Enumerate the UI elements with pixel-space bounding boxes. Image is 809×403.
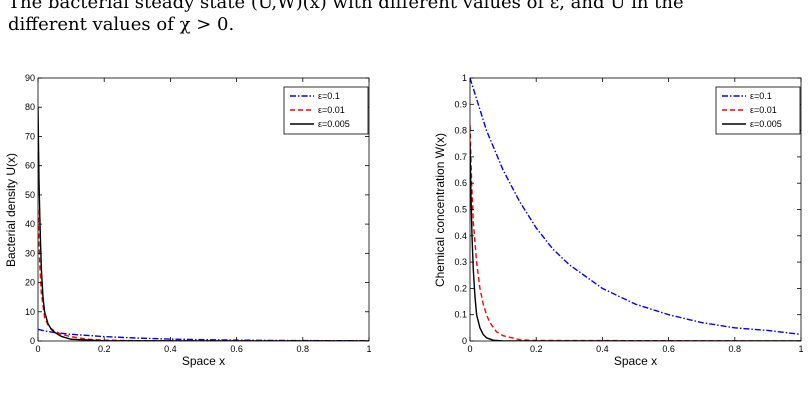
legend-entry-label: ε=0.01	[750, 105, 777, 115]
series-line-2	[38, 209, 369, 341]
series-line-3	[470, 143, 801, 341]
x-tick-label: 0	[467, 344, 472, 354]
y-tick-label: 1	[462, 73, 467, 83]
y-tick-label: 90	[25, 73, 35, 83]
x-tick-label: 0.2	[98, 344, 111, 354]
legend-entry-label: ε=0.005	[750, 119, 782, 129]
y-tick-label: 0.2	[454, 283, 467, 293]
y-tick-label: 0	[30, 336, 35, 346]
x-tick-label: 0.6	[230, 344, 243, 354]
y-tick-label: 0.7	[454, 152, 467, 162]
x-axis-label: Space x	[614, 354, 657, 368]
x-tick-label: 0	[35, 344, 40, 354]
y-tick-label: 0	[462, 336, 467, 346]
series-line-1	[470, 78, 801, 336]
x-axis-label: Space x	[182, 354, 225, 368]
y-axis-label: Chemical concentration W(x)	[433, 133, 447, 287]
x-tick-label: 0.8	[297, 344, 310, 354]
plot-frame	[37, 77, 370, 342]
series-line-2	[470, 125, 801, 341]
y-tick-label: 0.6	[454, 178, 467, 188]
legend: ε=0.1 ε=0.01 ε=0.005	[283, 86, 369, 135]
y-tick-label: 70	[25, 131, 35, 141]
x-tick-label: 1	[366, 344, 371, 354]
y-tick-label: 0.5	[454, 205, 467, 215]
y-axis-label: Bacterial density U(x)	[4, 153, 18, 267]
x-tick-label: 0.6	[662, 344, 675, 354]
y-tick-label: 0.9	[454, 99, 467, 109]
x-tick-label: 0.4	[164, 344, 177, 354]
y-tick-label: 60	[25, 161, 35, 171]
x-tick-label: 0.4	[596, 344, 609, 354]
legend-entry-label: ε=0.01	[318, 105, 345, 115]
series-line-3	[38, 107, 369, 341]
y-tick-label: 0.4	[454, 231, 467, 241]
y-tick-label: 10	[25, 307, 35, 317]
y-tick-label: 30	[25, 248, 35, 258]
y-tick-label: 40	[25, 219, 35, 229]
legend-entry-label: ε=0.1	[318, 91, 340, 101]
y-tick-label: 20	[25, 278, 35, 288]
legend-entry-label: ε=0.005	[318, 119, 350, 129]
y-tick-label: 80	[25, 102, 35, 112]
legend: ε=0.1 ε=0.01 ε=0.005	[715, 86, 801, 135]
figure-caption-line-2: different values of χ > 0.	[8, 14, 235, 35]
figure-caption-line-1: The bacterial steady state (U,W)(x) with…	[8, 0, 684, 13]
y-tick-label: 0.8	[454, 126, 467, 136]
legend-entry-label: ε=0.1	[750, 91, 772, 101]
x-tick-label: 0.8	[729, 344, 742, 354]
chart-panel-2: 0 0.2 0.4 0.6 0.8 1 0 0.1 0.2 0.3 0.4 0.5 0.6 0.7 0.8 0…	[433, 73, 804, 368]
series-line-1	[38, 328, 369, 341]
y-tick-label: 0.3	[454, 257, 467, 267]
y-tick-label: 0.1	[454, 310, 467, 320]
y-tick-label: 50	[25, 190, 35, 200]
x-tick-label: 0.2	[530, 344, 543, 354]
x-tick-label: 1	[798, 344, 803, 354]
